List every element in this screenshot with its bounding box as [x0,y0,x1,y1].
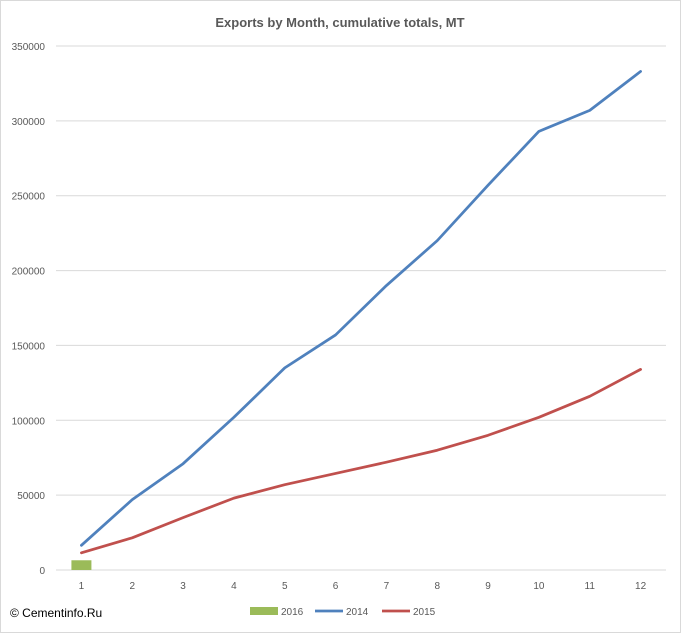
x-tick-label: 1 [79,581,85,592]
line-series [80,70,642,555]
bar-series [71,560,92,570]
legend-label-2014: 2014 [346,607,369,618]
y-tick-label: 50000 [17,491,45,502]
x-tick-label: 6 [333,581,339,592]
x-tick-label: 3 [180,581,186,592]
y-tick-label: 0 [39,566,45,577]
x-tick-label: 7 [384,581,390,592]
x-tick-label: 2 [129,581,135,592]
x-tick-label: 4 [231,581,237,592]
x-tick-label: 5 [282,581,288,592]
x-tick-label: 12 [635,581,647,592]
gridlines [56,45,666,571]
x-tick-label: 9 [485,581,491,592]
y-tick-label: 200000 [12,267,46,278]
y-tick-label: 350000 [12,42,46,53]
legend-swatch-2016 [250,607,278,615]
y-axis-ticks: 0 50000 100000 150000 200000 250000 300000 3500… [12,42,46,577]
y-tick-label: 150000 [12,341,46,352]
x-axis-ticks: 1 2 3 4 5 6 7 8 9 10 11 12 [79,581,647,592]
legend: 2016 2014 2015 [250,607,436,618]
y-tick-label: 250000 [12,192,46,203]
x-tick-label: 8 [434,581,440,592]
y-tick-label: 100000 [12,416,46,427]
line-2014 [80,70,642,547]
legend-label-2016: 2016 [281,607,304,618]
x-tick-label: 11 [585,581,596,592]
line-2015 [80,368,642,555]
y-tick-label: 300000 [12,117,46,128]
bar-2016-1 [71,560,92,570]
copyright-text: © Cementinfo.Ru [10,606,103,620]
chart-title: Exports by Month, cumulative totals, MT [215,15,464,30]
legend-label-2015: 2015 [413,607,436,618]
x-tick-label: 10 [533,581,545,592]
